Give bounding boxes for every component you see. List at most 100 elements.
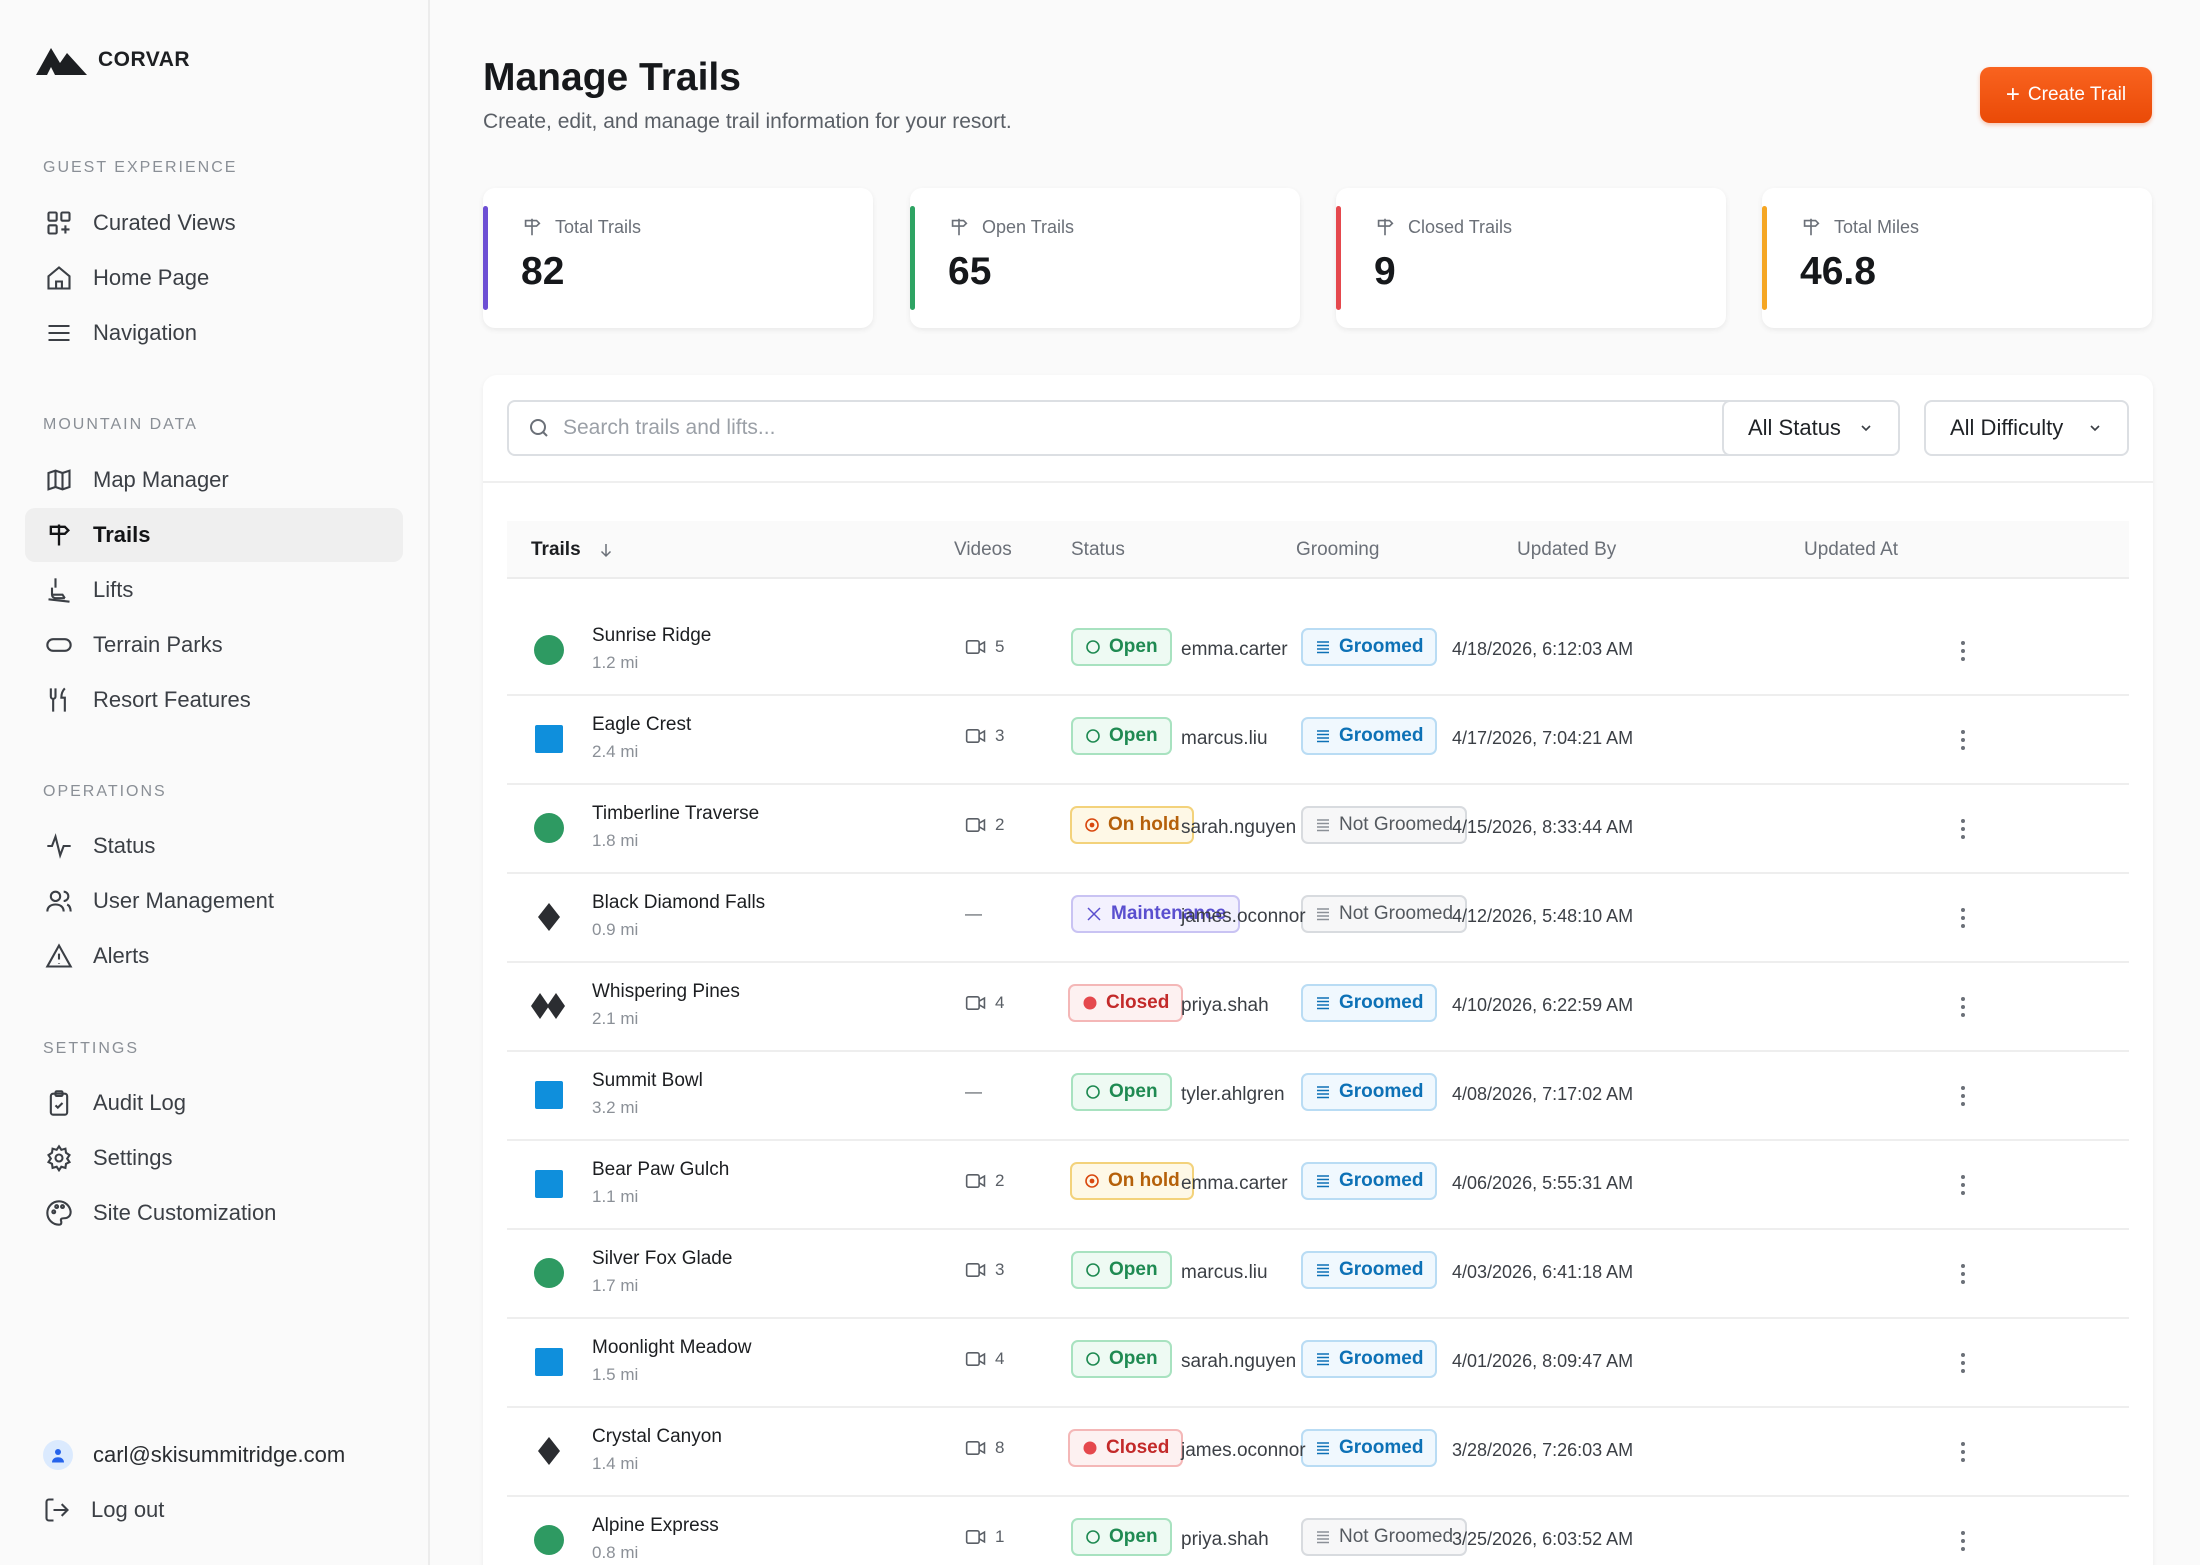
sidebar-item-label: Alerts [93, 943, 150, 968]
trail-length: 0.8 mi [592, 1543, 639, 1562]
table-row[interactable]: Whispering Pines 2.1 mi 4 Closed Groomed… [507, 963, 2129, 1052]
not-groomed-lines-icon [1317, 908, 1329, 921]
section-label-operations: OPERATIONS [43, 783, 167, 800]
difficulty-icon [533, 1435, 565, 1467]
row-actions-button[interactable] [1950, 1434, 1976, 1470]
status-label: Open [1109, 1526, 1158, 1547]
column-header-trails[interactable]: Trails [531, 539, 615, 561]
column-header-videos: Videos [954, 539, 1012, 560]
difficulty-filter-select[interactable]: All Difficulty [1924, 400, 2129, 456]
grooming-label: Groomed [1339, 1259, 1424, 1280]
row-actions-button[interactable] [1950, 1523, 1976, 1559]
videos-cell: 2 [965, 815, 1004, 835]
videos-count: 8 [995, 1438, 1005, 1457]
sidebar-item-terrain-parks[interactable]: Terrain Parks [25, 618, 403, 672]
circle-outline-icon [1086, 1085, 1100, 1099]
row-actions-button[interactable] [1950, 1345, 1976, 1381]
sidebar-item-trails[interactable]: Trails [25, 508, 403, 562]
sidebar-item-map-manager[interactable]: Map Manager [25, 453, 403, 507]
updated-by: marcus.liu [1181, 1262, 1268, 1283]
more-vertical-icon [1961, 1086, 1965, 1106]
table-row[interactable]: Bear Paw Gulch 1.1 mi 2 On hold Groomed … [507, 1141, 2129, 1230]
trail-name[interactable]: Silver Fox Glade [592, 1248, 733, 1269]
sidebar-item-curated-views[interactable]: Curated Views [25, 196, 403, 250]
sidebar-item-settings[interactable]: Settings [25, 1131, 403, 1185]
trail-length: 3.2 mi [592, 1098, 639, 1117]
sidebar-item-home-page[interactable]: Home Page [25, 251, 403, 305]
search-input[interactable] [563, 416, 1763, 440]
row-actions-button[interactable] [1950, 633, 1976, 669]
sidebar-item-resort-features[interactable]: Resort Features [25, 673, 403, 727]
sidebar-item-site-customization[interactable]: Site Customization [25, 1186, 403, 1240]
groomed-lines-icon [1317, 1264, 1329, 1277]
trail-name[interactable]: Sunrise Ridge [592, 625, 712, 646]
sidebar-item-audit-log[interactable]: Audit Log [25, 1076, 403, 1130]
videos-count: 3 [995, 1260, 1005, 1279]
trail-name[interactable]: Whispering Pines [592, 981, 740, 1002]
row-actions-button[interactable] [1950, 1256, 1976, 1292]
sidebar-item-label: Curated Views [93, 210, 236, 235]
trail-name[interactable]: Moonlight Meadow [592, 1337, 752, 1358]
page-title: Manage Trails [483, 56, 741, 99]
sidebar-item-user-management[interactable]: User Management [25, 874, 403, 928]
search-box[interactable] [507, 400, 1779, 456]
logout-button[interactable]: Log out [43, 1496, 164, 1524]
table-row[interactable]: Black Diamond Falls 0.9 mi — Maintenance… [507, 874, 2129, 963]
more-vertical-icon [1961, 819, 1965, 839]
groomed-lines-icon [1317, 1353, 1329, 1366]
trail-name[interactable]: Black Diamond Falls [592, 892, 766, 913]
table-row[interactable]: Eagle Crest 2.4 mi 3 Open Groomed marcus… [507, 696, 2129, 785]
status-label: Open [1109, 636, 1158, 657]
table-row[interactable]: Summit Bowl 3.2 mi — Open Groomed tyler.… [507, 1052, 2129, 1141]
trail-name[interactable]: Crystal Canyon [592, 1426, 722, 1447]
row-actions-button[interactable] [1950, 1167, 1976, 1203]
status-filter-select[interactable]: All Status [1722, 400, 1900, 456]
trail-name[interactable]: Eagle Crest [592, 714, 692, 735]
stat-card-closed-trails: Closed Trails 9 [1336, 188, 1726, 328]
groomed-lines-icon [1317, 1442, 1329, 1455]
current-user[interactable]: carl@skisummitridge.com [43, 1440, 345, 1470]
trail-name[interactable]: Summit Bowl [592, 1070, 703, 1091]
status-label: Open [1109, 725, 1158, 746]
grooming-label: Groomed [1339, 725, 1424, 746]
updated-at: 4/18/2026, 6:12:03 AM [1452, 639, 1634, 659]
brand-logo[interactable]: CORVAR [36, 44, 190, 76]
section-label-guest-experience: GUEST EXPERIENCE [43, 159, 238, 176]
trail-name[interactable]: Alpine Express [592, 1515, 719, 1536]
difficulty-icon [533, 723, 565, 755]
grooming-label: Groomed [1339, 992, 1424, 1013]
stat-card-total-miles: Total Miles 46.8 [1762, 188, 2152, 328]
more-vertical-icon [1961, 1442, 1965, 1462]
videos-cell: — [965, 1082, 982, 1102]
row-actions-button[interactable] [1950, 989, 1976, 1025]
table-row[interactable]: Timberline Traverse 1.8 mi 2 On hold Not… [507, 785, 2129, 874]
trail-name[interactable]: Timberline Traverse [592, 803, 760, 824]
stat-accent-bar [910, 206, 915, 310]
difficulty-icon [533, 1257, 565, 1289]
row-actions-button[interactable] [1950, 722, 1976, 758]
videos-cell: 4 [965, 993, 1004, 1013]
table-row[interactable]: Sunrise Ridge 1.2 mi 5 Open Groomed emma… [507, 607, 2129, 696]
status-badge: Open [1071, 1518, 1172, 1556]
table-row[interactable]: Silver Fox Glade 1.7 mi 3 Open Groomed m… [507, 1230, 2129, 1319]
brand-name: CORVAR [98, 48, 191, 71]
double-black-diamond-icon [531, 993, 565, 1019]
table-row[interactable]: Crystal Canyon 1.4 mi 8 Closed Groomed j… [507, 1408, 2129, 1497]
sidebar-item-lifts[interactable]: Lifts [25, 563, 403, 617]
updated-at: 4/10/2026, 6:22:59 AM [1452, 995, 1634, 1015]
row-actions-button[interactable] [1950, 900, 1976, 936]
trail-name[interactable]: Bear Paw Gulch [592, 1159, 730, 1180]
table-row[interactable]: Moonlight Meadow 1.5 mi 4 Open Groomed s… [507, 1319, 2129, 1408]
sidebar-item-navigation[interactable]: Navigation [25, 306, 403, 360]
create-trail-button[interactable]: + Create Trail [1980, 67, 2152, 123]
chevron-down-icon [2090, 425, 2100, 432]
row-actions-button[interactable] [1950, 811, 1976, 847]
sidebar-item-alerts[interactable]: Alerts [25, 929, 403, 983]
row-actions-button[interactable] [1950, 1078, 1976, 1114]
video-camera-icon [965, 1440, 986, 1456]
sidebar-item-status[interactable]: Status [25, 819, 403, 873]
updated-at: 3/28/2026, 7:26:03 AM [1452, 1440, 1634, 1460]
updated-by: priya.shah [1181, 995, 1269, 1016]
table-row[interactable]: Alpine Express 0.8 mi 1 Open Not Groomed… [507, 1497, 2129, 1565]
blue-square-icon [535, 725, 563, 753]
